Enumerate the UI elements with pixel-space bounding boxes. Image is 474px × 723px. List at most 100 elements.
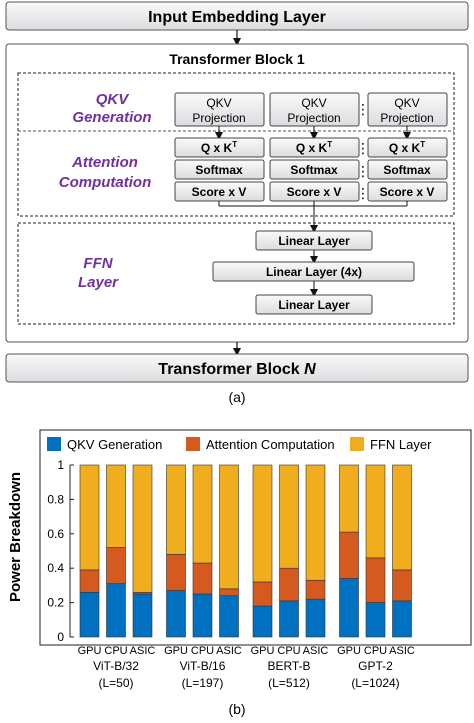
bars bbox=[79, 464, 412, 638]
y-tick-label: 0.4 bbox=[47, 561, 64, 575]
x-bar-label: ASIC bbox=[303, 645, 329, 657]
ffn-section-label-1: FFN bbox=[83, 255, 113, 272]
bar-segment bbox=[279, 600, 299, 638]
bar-segment bbox=[365, 602, 386, 638]
qkv-section-label-2: Generation bbox=[72, 109, 151, 126]
qkv-projection-label-1: QKV bbox=[301, 96, 326, 110]
qkv-section-label-1: QKV bbox=[96, 91, 131, 108]
bar-segment bbox=[339, 531, 359, 579]
qkv-projection-label-1: QKV bbox=[206, 96, 231, 110]
x-bar-label: GPU bbox=[337, 645, 361, 657]
bar-segment bbox=[252, 581, 273, 607]
x-bar-label: GPU bbox=[164, 645, 188, 657]
x-group-sublabel: (L=1024) bbox=[351, 676, 399, 690]
legend-swatch bbox=[186, 437, 200, 451]
qkv-projection-label-2: Projection bbox=[192, 111, 245, 125]
qk-box bbox=[174, 137, 265, 158]
legend-swatch bbox=[350, 437, 364, 451]
softmax-box bbox=[174, 159, 265, 180]
bar-segment bbox=[339, 578, 359, 638]
y-tick-label: 0.2 bbox=[47, 596, 64, 610]
ffn-section-label-2: Layer bbox=[78, 274, 119, 291]
softmax-box bbox=[367, 159, 448, 180]
bar-segment bbox=[166, 590, 186, 638]
bar-segment bbox=[192, 464, 213, 564]
legend-label: Attention Computation bbox=[206, 437, 335, 452]
chart-frame bbox=[39, 429, 472, 646]
caption-b: (b) bbox=[228, 701, 245, 717]
bar-segment bbox=[106, 547, 126, 584]
bar-segment bbox=[365, 557, 386, 603]
bar-segment bbox=[339, 464, 359, 533]
x-bar-label: CPU bbox=[364, 645, 387, 657]
x-group-sublabel: (L=50) bbox=[98, 676, 133, 690]
bar-segment bbox=[166, 464, 186, 555]
qkv-projection-label-2: Projection bbox=[287, 111, 340, 125]
bar-segment bbox=[219, 588, 239, 597]
bar-segment bbox=[192, 593, 213, 638]
bar-segment bbox=[219, 595, 239, 638]
bar-segment bbox=[365, 464, 386, 559]
bar-segment bbox=[305, 464, 326, 581]
qkv-projection-label-2: Projection bbox=[380, 111, 433, 125]
legend-label: FFN Layer bbox=[370, 437, 432, 452]
bar-segment bbox=[392, 569, 412, 602]
x-group-label: GPT-2 bbox=[358, 659, 393, 673]
bar-segment bbox=[106, 464, 126, 548]
y-axis: 0 0.2 0.4 0.6 0.8 1 bbox=[47, 458, 74, 644]
transformer-block-n-box bbox=[5, 353, 469, 383]
y-tick-label: 0.6 bbox=[47, 527, 64, 541]
qk-label: Q x KT bbox=[296, 140, 332, 155]
bar-segment bbox=[79, 591, 100, 638]
bar-segment bbox=[106, 583, 126, 638]
qkv-attention-region bbox=[17, 72, 455, 217]
x-group-sublabel: (L=197) bbox=[182, 676, 224, 690]
power-breakdown-chart: QKV Generation Attention Computation FFN L… bbox=[7, 429, 472, 717]
bar-segment bbox=[192, 562, 213, 595]
transformer-block-n-label: Transformer Block N bbox=[158, 361, 316, 378]
bar-segment bbox=[279, 464, 299, 569]
attn-section-label-2: Computation bbox=[59, 174, 151, 191]
softmax-box bbox=[269, 159, 360, 180]
input-embedding-label: Input Embedding Layer bbox=[148, 9, 326, 26]
ellipsis-dots: ⋮ bbox=[356, 140, 370, 156]
softmax-label: Softmax bbox=[290, 163, 338, 177]
transformer-block-1-title: Transformer Block 1 bbox=[169, 51, 305, 67]
qk-box bbox=[367, 137, 448, 158]
score-label: Score x V bbox=[380, 185, 435, 199]
ellipsis-dots: ⋮ bbox=[356, 185, 370, 201]
y-tick-label: 0.8 bbox=[47, 492, 64, 506]
x-bar-label: CPU bbox=[277, 645, 300, 657]
bar-segment bbox=[219, 464, 239, 590]
bar-segment bbox=[392, 600, 412, 638]
linear-layer-label-2: Linear Layer bbox=[278, 298, 350, 312]
x-group-sublabel: (L=512) bbox=[268, 676, 310, 690]
bar-segment bbox=[132, 593, 153, 638]
bar-segment bbox=[79, 569, 100, 593]
bar-segment bbox=[79, 464, 100, 571]
ffn-region bbox=[17, 222, 455, 325]
x-bar-label: CPU bbox=[191, 645, 214, 657]
softmax-label: Softmax bbox=[195, 163, 243, 177]
x-group-label: ViT-B/32 bbox=[93, 659, 139, 673]
qkv-column-3: QKV Projection Q x KT Softmax Score x V bbox=[367, 92, 448, 202]
x-bar-label: CPU bbox=[104, 645, 127, 657]
qkv-projection-label-1: QKV bbox=[394, 96, 419, 110]
linear-layer-box-2 bbox=[255, 294, 373, 315]
chart-legend: QKV Generation Attention Computation FFN L… bbox=[47, 437, 432, 452]
y-tick-label: 1 bbox=[57, 458, 64, 472]
linear-layer-label-1: Linear Layer bbox=[278, 234, 350, 248]
x-bar-label: ASIC bbox=[216, 645, 242, 657]
bar-segment bbox=[279, 567, 299, 602]
bar-segment bbox=[252, 464, 273, 583]
qkv-column-1: QKV Projection Q x KT Softmax Score x V bbox=[174, 92, 265, 202]
bar-segment bbox=[166, 554, 186, 591]
ellipsis-dots: ⋮ bbox=[356, 163, 370, 179]
x-group-label: ViT-B/16 bbox=[180, 659, 226, 673]
legend-swatch bbox=[47, 437, 61, 451]
qk-label: Q x KT bbox=[201, 140, 237, 155]
bar-segment bbox=[132, 464, 153, 593]
score-label: Score x V bbox=[192, 185, 247, 199]
x-group-label: BERT-B bbox=[267, 659, 310, 673]
bar-segment bbox=[252, 605, 273, 638]
